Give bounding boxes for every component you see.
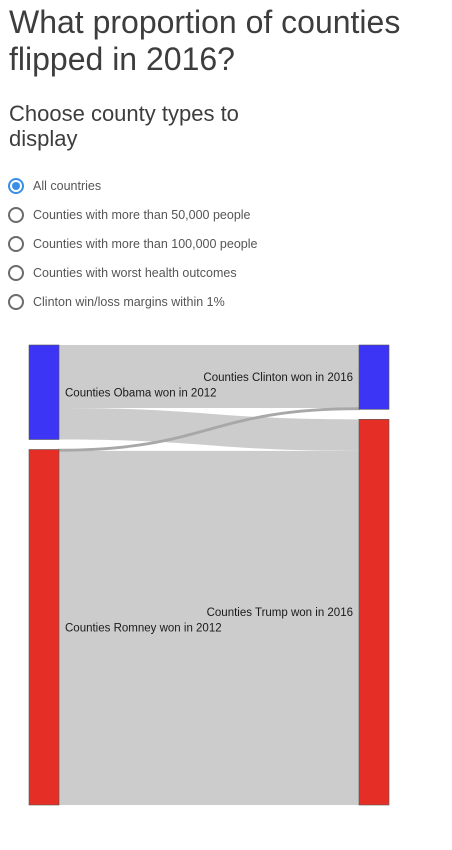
node-trump-2016 [358, 419, 390, 806]
radio-option-over-100000[interactable]: Counties with more than 100,000 people [8, 229, 257, 258]
radio-option-label: Counties with more than 50,000 people [33, 207, 251, 222]
sankey-link-obama-2012-to-clinton-2016 [59, 345, 359, 408]
sankey-diagram: Counties Obama won in 2012 Counties Romn… [28, 344, 390, 806]
node-label-obama-2012: Counties Obama won in 2012 [65, 387, 217, 399]
sankey-links [58, 345, 360, 805]
radio-option-label: Counties with worst health outcomes [33, 265, 237, 280]
node-romney-2012 [28, 449, 60, 806]
sankey-link-romney-2012-to-trump-2016 [59, 450, 359, 805]
page-title: What proportion of counties flipped in 2… [9, 4, 401, 77]
radio-button-icon[interactable] [8, 293, 24, 310]
node-label-clinton-2016: Counties Clinton won in 2016 [203, 372, 353, 384]
radio-option-label: All countries [33, 178, 102, 193]
radio-option-label: Counties with more than 100,000 people [33, 236, 258, 251]
radio-option-margin-within-1pct[interactable]: Clinton win/loss margins within 1% [8, 287, 257, 316]
county-type-radio-group: All countries Counties with more than 50… [8, 171, 257, 316]
node-obama-2012 [28, 344, 60, 440]
radio-option-worst-health[interactable]: Counties with worst health outcomes [8, 258, 257, 287]
radio-option-over-50000[interactable]: Counties with more than 50,000 people [8, 200, 257, 229]
radio-option-label: Clinton win/loss margins within 1% [33, 294, 225, 309]
radio-button-icon[interactable] [8, 206, 24, 223]
filter-heading: Choose county types to display [9, 101, 239, 151]
node-label-romney-2012: Counties Romney won in 2012 [65, 622, 222, 634]
radio-button-icon[interactable] [8, 264, 24, 281]
radio-button-icon[interactable] [8, 235, 24, 252]
node-label-trump-2016: Counties Trump won in 2016 [207, 607, 353, 619]
sankey-nodes [28, 344, 390, 806]
radio-option-all-countries[interactable]: All countries [8, 171, 257, 200]
radio-button-icon[interactable] [8, 177, 24, 194]
node-clinton-2016 [358, 344, 390, 410]
